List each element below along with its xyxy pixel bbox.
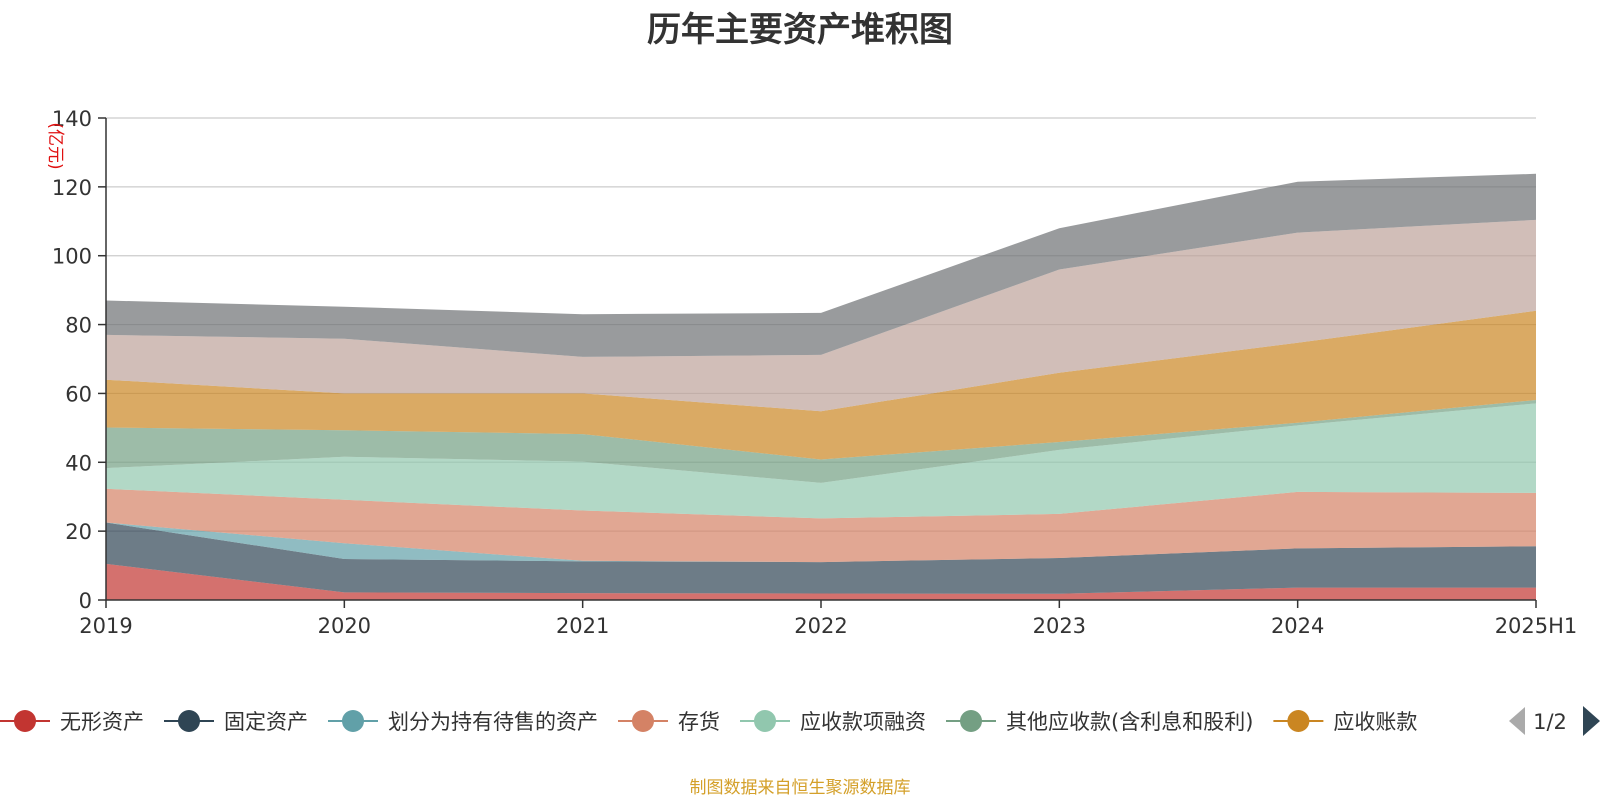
area-无形资产 [106,563,1536,600]
area-存货 [106,488,1536,563]
legend-item[interactable]: 划分为持有待售的资产 [328,710,598,734]
area-交易性金融资产 [106,173,1536,357]
y-tick-label: 60 [65,382,92,406]
legend-label: 应收账款 [1333,710,1417,734]
legend-item[interactable]: 无形资产 [0,710,144,734]
legend-item[interactable]: 其他应收款(含利息和股利) [946,710,1253,734]
x-tick-label: 2022 [794,614,847,638]
x-tick-label: 2020 [318,614,371,638]
x-tick-label: 2021 [556,614,609,638]
legend-label: 固定资产 [224,710,308,734]
legend-marker-icon [754,710,776,732]
y-tick-label: 20 [65,520,92,544]
legend-marker-icon [960,710,982,732]
x-axis-ticks: 2019 2020 2021 2022 2023 2024 2025H1 [79,600,1577,638]
y-tick-label: 40 [65,451,92,475]
legend-label: 划分为持有待售的资产 [388,710,598,734]
legend-pager: 1/2 [1509,706,1600,736]
legend-next-arrow-icon[interactable] [1583,706,1600,736]
legend-label: 其他应收款(含利息和股利) [1006,710,1253,734]
legend-item[interactable]: 应收账款 [1273,710,1417,734]
legend-marker-icon [178,710,200,732]
legend-item[interactable]: 应收款项融资 [740,710,926,734]
x-tick-label: 2019 [79,614,132,638]
y-tick-label: 100 [52,245,92,269]
area-货币资金 [106,219,1536,412]
area-固定资产 [106,522,1536,594]
legend-label: 存货 [678,710,720,734]
legend: 无形资产 固定资产 划分为持有待售的资产 存货 应收款项融资 其他应收款(含利息和股利) 应… [0,710,1417,734]
area-其他应收款(含利息和股利) [106,400,1536,483]
legend-item[interactable]: 存货 [618,710,720,734]
legend-prev-arrow-icon[interactable] [1509,707,1525,735]
data-source-note: 制图数据来自恒生聚源数据库 [689,778,911,798]
chart-title: 历年主要资产堆积图 [647,10,953,50]
legend-label: 无形资产 [60,710,144,734]
legend-marker-icon [632,710,654,732]
area-划分为持有待售的资产 [106,522,1536,563]
y-tick-label: 140 [52,107,92,131]
y-tick-label: 80 [65,314,92,338]
legend-marker-icon [342,710,364,732]
y-tick-label: 120 [52,176,92,200]
x-tick-label: 2025H1 [1495,614,1578,638]
legend-page-indicator: 1/2 [1533,710,1567,734]
legend-label: 应收款项融资 [800,710,926,734]
area-应收账款 [106,310,1536,460]
y-tick-label: 0 [79,589,92,613]
legend-item[interactable]: 固定资产 [164,710,308,734]
x-tick-label: 2023 [1033,614,1086,638]
legend-marker-icon [1287,710,1310,732]
y-axis-ticks: 0 20 40 60 80 100 120 140 [52,107,106,613]
x-tick-label: 2024 [1271,614,1324,638]
area-series [106,173,1536,600]
y-axis-unit-label: (亿元) [45,122,65,169]
legend-marker-icon [14,710,36,732]
area-应收款项融资 [106,403,1536,519]
